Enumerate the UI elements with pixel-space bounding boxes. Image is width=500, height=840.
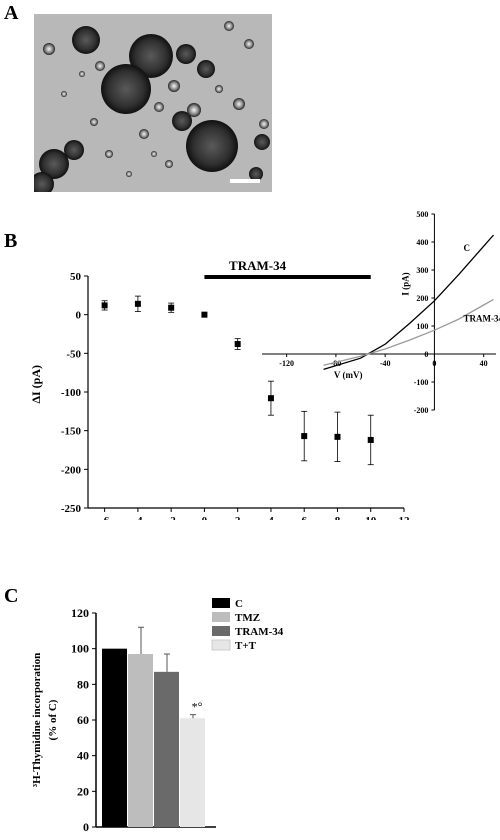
legend-swatch [212, 612, 230, 622]
bar-tmz [128, 654, 153, 827]
iv-series-label: TRAM-34 [464, 313, 500, 323]
legend-swatch [212, 626, 230, 636]
y-axis-label: ΔI (pA) [29, 365, 43, 404]
legend-label: TRAM-34 [235, 626, 284, 638]
inset-y-axis-label: I (pA) [400, 272, 410, 295]
x-tick-label: -6 [100, 515, 110, 520]
bar-tram-34 [154, 671, 179, 827]
panel-label-a: A [4, 2, 19, 24]
data-point [267, 395, 274, 402]
y-tick-label: 0 [76, 310, 82, 322]
y-tick-label: -200 [61, 464, 82, 476]
data-point [134, 300, 141, 307]
bar-t-t [180, 718, 205, 827]
data-point [201, 311, 208, 318]
inset-y-tick-label: 500 [416, 210, 428, 219]
iv-curve-control [323, 234, 495, 371]
x-tick-label: 0 [202, 515, 208, 520]
iv-series-label: C [464, 243, 471, 253]
bar-y-tick-label: 100 [71, 642, 89, 656]
data-point [334, 433, 341, 440]
bar-y-axis-label: ³H-Thymidine incorporation [31, 653, 43, 787]
legend-label: TMZ [235, 612, 260, 624]
y-tick-label: -100 [61, 387, 82, 399]
data-point [101, 302, 108, 309]
inset-y-tick-label: 400 [416, 238, 428, 247]
significance-marker: *° [192, 700, 203, 714]
bar-y-tick-label: 80 [77, 677, 89, 691]
x-tick-label: -2 [167, 515, 177, 520]
y-tick-label: 50 [70, 271, 82, 283]
panel-label-b: B [4, 230, 18, 252]
bar-y-tick-label: 20 [77, 784, 89, 798]
data-point [367, 436, 374, 443]
bar-y-axis-label-unit: (% of C) [47, 699, 59, 740]
x-tick-label: 2 [235, 515, 241, 520]
x-tick-label: 4 [268, 515, 274, 520]
inset-x-tick-label: -80 [331, 359, 342, 368]
bar-y-tick-label: 60 [77, 713, 89, 727]
inset-y-tick-label: -200 [414, 406, 429, 415]
inset-x-tick-label: -40 [380, 359, 391, 368]
micrograph-image [34, 14, 272, 192]
x-tick-label: 8 [335, 515, 341, 520]
micrograph-cells [34, 14, 272, 192]
data-point [168, 304, 175, 311]
legend-label: C [235, 598, 243, 610]
inset-x-tick-label: 0 [432, 359, 436, 368]
bar-y-tick-label: 0 [83, 820, 89, 834]
bar-y-tick-label: 40 [77, 749, 89, 763]
y-tick-label: -250 [61, 503, 82, 515]
legend-swatch [212, 598, 230, 608]
data-point [301, 433, 308, 440]
inset-y-tick-label: 0 [424, 350, 428, 359]
inset-y-tick-label: -100 [414, 378, 429, 387]
x-tick-label: -4 [133, 515, 143, 520]
timecourse-chart: 500-50-100-150-200-250-6-4-2024681012tim… [29, 210, 500, 520]
inset-y-tick-label: 200 [416, 294, 428, 303]
iv-curve-tram34 [323, 298, 494, 366]
x-tick-label: 6 [301, 515, 307, 520]
inset-y-tick-label: 100 [416, 322, 428, 331]
inset-x-tick-label: 40 [480, 359, 488, 368]
inset-x-axis-label: V (mV) [334, 370, 363, 380]
scale-bar [230, 179, 260, 183]
y-tick-label: -50 [66, 348, 81, 360]
y-tick-label: -150 [61, 426, 82, 438]
legend-label: T+T [235, 640, 257, 652]
bar-c [102, 648, 127, 827]
x-tick-label: 12 [399, 515, 411, 520]
legend-swatch [211, 639, 231, 651]
x-tick-label: 10 [365, 515, 377, 520]
panel-label-c: C [4, 585, 19, 607]
data-point [234, 341, 241, 348]
inset-y-tick-label: 300 [416, 266, 428, 275]
bar-y-tick-label: 120 [71, 606, 89, 620]
tram34-bar-label: TRAM-34 [229, 258, 287, 273]
inset-x-tick-label: -120 [279, 359, 294, 368]
thymidine-bar-chart: 0 20 40 60 80 100 120 *° ³H-Thymidine incorporat… [31, 598, 284, 834]
